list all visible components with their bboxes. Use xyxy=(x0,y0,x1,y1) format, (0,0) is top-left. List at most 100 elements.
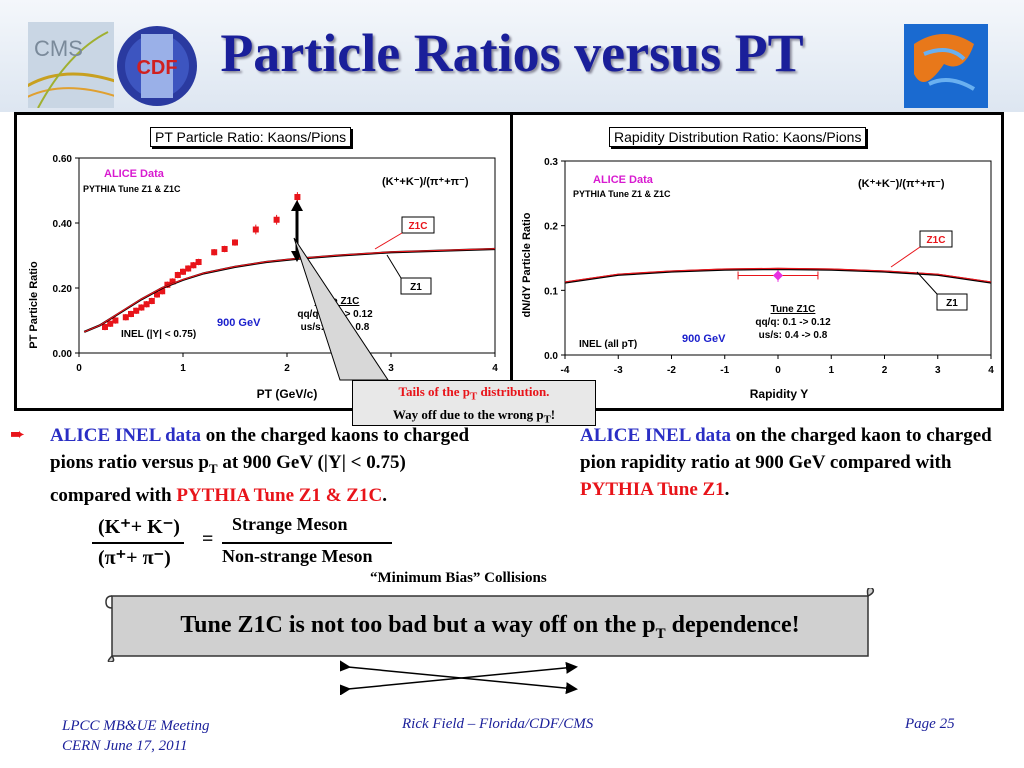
y-tick-label: 0.3 xyxy=(544,157,558,168)
data-point xyxy=(148,298,155,304)
x-tick-label: 1 xyxy=(828,365,834,376)
z1-curve xyxy=(564,267,992,284)
cdf-logo-text: CDF xyxy=(136,57,177,79)
left-y-label: PT Particle Ratio xyxy=(28,261,40,349)
page-title: Particle Ratios versus PT xyxy=(220,23,804,83)
data-point xyxy=(122,314,129,321)
data-point xyxy=(107,320,114,327)
data-point xyxy=(143,301,150,308)
y-tick-label: 0.0 xyxy=(544,351,558,362)
cdf-logo: CDF xyxy=(117,26,197,106)
left-legend-alice: ALICE Data xyxy=(104,168,165,180)
formula-eq: = xyxy=(202,528,214,550)
callout-pointer xyxy=(293,237,389,381)
x-tick-label: -4 xyxy=(561,365,570,376)
z1c-curve xyxy=(83,248,496,333)
data-point xyxy=(185,265,192,272)
y-tick-label: 0.40 xyxy=(53,219,73,230)
data-point xyxy=(190,262,197,269)
data-point xyxy=(195,259,202,265)
x-tick-label: 2 xyxy=(882,365,888,376)
x-tick-label: -1 xyxy=(720,365,729,376)
left-energy-label: 900 GeV xyxy=(217,317,261,329)
crossed-arrows xyxy=(340,660,578,695)
right-legend-alice: ALICE Data xyxy=(593,174,654,186)
left-description: ALICE INEL data on the charged kaons to … xyxy=(50,425,470,506)
left-cut-label: INEL (|Y| < 0.75) xyxy=(121,329,196,340)
x-tick-label: 0 xyxy=(775,365,781,376)
data-point xyxy=(112,317,119,324)
data-point xyxy=(128,311,134,317)
footer-page-number: Page 25 xyxy=(905,716,955,732)
left-chart-title: PT Particle Ratio: Kaons/Pions xyxy=(150,127,352,147)
x-tick-label: -2 xyxy=(667,365,676,376)
data-point xyxy=(773,270,783,281)
data-point xyxy=(169,278,176,285)
right-tune-line2: us/s: 0.4 -> 0.8 xyxy=(759,330,828,341)
z1c-curve xyxy=(564,267,992,283)
formula-num: (K⁺+ K⁻) xyxy=(98,516,180,538)
y-tick-label: 0.60 xyxy=(53,154,73,165)
data-point xyxy=(232,239,238,246)
right-tune-line1: qq/q: 0.1 -> 0.12 xyxy=(755,317,831,328)
footer-center: Rick Field – Florida/CDF/CMS xyxy=(402,716,594,732)
x-tick-label: 0 xyxy=(76,363,82,374)
right-formula-label: (K⁺+K⁻)/(π⁺+π⁻) xyxy=(858,178,945,190)
right-tune-title: Tune Z1C xyxy=(771,304,816,315)
data-point xyxy=(273,216,280,223)
x-tick-label: -3 xyxy=(614,365,623,376)
data-point xyxy=(294,194,301,200)
right-chart-panel: Rapidity Distribution Ratio: Kaons/Pions… xyxy=(510,112,1004,411)
right-chart-title: Rapidity Distribution Ratio: Kaons/Pions xyxy=(609,127,867,147)
x-tick-label: 3 xyxy=(935,365,941,376)
y-tick-label: 0.00 xyxy=(53,349,73,360)
min-bias-caption: “Minimum Bias” Collisions xyxy=(370,570,547,586)
data-point xyxy=(138,304,145,311)
y-tick-label: 0.2 xyxy=(544,222,558,233)
footer-left: LPCC MB&UE Meeting CERN June 17, 2011 xyxy=(62,718,210,754)
right-cut-label: INEL (all pT) xyxy=(579,339,637,350)
x-tick-label: 4 xyxy=(492,363,498,374)
data-point xyxy=(159,288,166,295)
data-point xyxy=(221,246,228,252)
banner-scroll xyxy=(105,588,875,662)
data-point xyxy=(133,307,140,314)
right-chart: 0.0 0.1 0.2 0.3 -4 -3 -2 -1 0 1 2 3 4 dN/dY Particle… xyxy=(521,157,994,401)
data-point xyxy=(102,324,108,330)
formula-den: (π⁺+ π⁻) xyxy=(98,547,171,569)
formula-rhs-num: Strange Meson xyxy=(232,514,348,534)
data-point xyxy=(211,249,218,256)
cms-logo-text: CMS xyxy=(34,36,83,61)
cms-logo: CMS xyxy=(28,22,114,108)
callout-line2: Way off due to the wrong pT! xyxy=(392,406,556,426)
callout-box: Tails of the pT distribution. Way off du… xyxy=(352,380,596,426)
data-point xyxy=(174,272,181,278)
left-z1c-label: Z1C xyxy=(409,221,428,232)
x-tick-label: 3 xyxy=(388,363,394,374)
data-point xyxy=(154,291,160,298)
data-point xyxy=(180,268,186,275)
florida-logo xyxy=(904,24,988,108)
x-tick-label: 1 xyxy=(180,363,186,374)
right-z1-label: Z1 xyxy=(946,298,958,309)
formula: (K⁺+ K⁻) (π⁺+ π⁻) = Strange Meson Non-st… xyxy=(92,514,402,574)
left-tune-title: Tune Z1C xyxy=(315,296,360,307)
data-point xyxy=(164,281,171,288)
right-description: ALICE INEL data on the charged kaon to c… xyxy=(580,425,992,500)
callout-line1: Tails of the pT distribution. xyxy=(398,384,550,403)
left-x-label: PT (GeV/c) xyxy=(257,387,318,401)
right-z1c-label: Z1C xyxy=(927,235,946,246)
y-tick-label: 0.20 xyxy=(53,284,73,295)
x-tick-label: 4 xyxy=(988,365,994,376)
x-tick-label: 2 xyxy=(284,363,290,374)
right-x-label: Rapidity Y xyxy=(750,387,808,401)
y-tick-label: 0.1 xyxy=(544,286,558,297)
right-legend-pythia: PYTHIA Tune Z1 & Z1C xyxy=(573,189,671,199)
left-formula-label: (K⁺+K⁻)/(π⁺+π⁻) xyxy=(382,176,469,188)
banner-text: Tune Z1C is not too bad but a way off on… xyxy=(180,612,800,642)
right-y-label: dN/dY Particle Ratio xyxy=(521,212,533,317)
left-bullet-icon: ➨ xyxy=(10,424,26,445)
right-energy-label: 900 GeV xyxy=(682,333,726,345)
formula-rhs-den: Non-strange Meson xyxy=(222,546,373,566)
data-point xyxy=(252,226,259,233)
